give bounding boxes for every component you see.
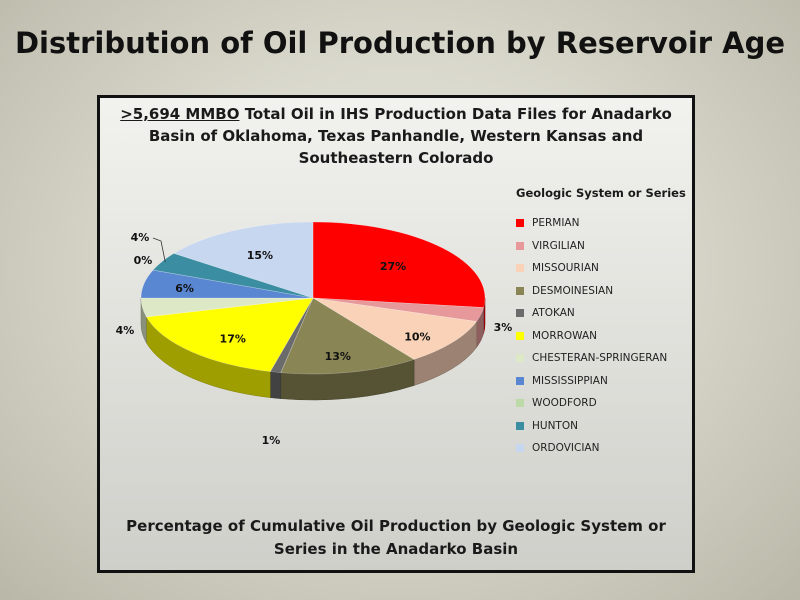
leader-line-hunton [152,237,166,263]
pie-slice-virgilian [312,297,485,322]
legend-label: MISSISSIPPIAN [532,374,608,387]
data-label-hunton: 4% [131,231,150,244]
chart-footer: Percentage of Cumulative Oil Production … [126,517,666,558]
legend-swatch [516,444,524,453]
legend-label: HUNTON [532,419,578,432]
legend-item-hunton: HUNTON [516,415,667,438]
legend-title: Geologic System or Series [516,186,686,200]
legend-swatch [516,399,524,408]
legend-item-mississippian: MISSISSIPPIAN [516,370,667,393]
legend-label: CHESTERAN-SPRINGERAN [532,352,668,365]
slide-title: Distribution of Oil Production by Reserv… [14,26,786,60]
legend: PERMIAN VIRGILIAN MISSOURIAN DESMOINESIAN AT… [516,212,667,460]
legend-swatch [516,219,524,228]
data-label-virgilian: 3% [494,321,513,334]
legend-label: PERMIAN [532,217,580,230]
legend-item-chesteran-springeran: CHESTERAN-SPRINGERAN [516,347,667,370]
legend-swatch [516,241,524,250]
legend-label: ORDOVICIAN [532,442,600,455]
data-label-mississippian: 6% [175,282,194,295]
pie-slice-desmoinesian [280,297,415,375]
pie-slice-permian [312,221,486,308]
legend-label: VIRGILIAN [532,239,585,252]
pie-slice-missourian [312,297,478,360]
legend-swatch [516,354,524,363]
legend-swatch [516,331,524,340]
legend-item-desmoinesian: DESMOINESIAN [516,280,667,303]
legend-label: MISSOURIAN [532,262,599,275]
legend-item-virgilian: VIRGILIAN [516,235,667,258]
chart-title-highlight: >5,694 MMBO [120,105,240,123]
legend-swatch [516,264,524,273]
legend-swatch [516,286,524,295]
legend-swatch [516,309,524,318]
pie-slice-atokan [269,297,314,373]
legend-item-woodford: WOODFORD [516,392,667,415]
chart-title-text: Total Oil in IHS Production Data Files f… [148,105,672,167]
pie-slice-ordovician [173,221,314,299]
data-label-atokan: 1% [262,434,281,447]
legend-item-missourian: MISSOURIAN [516,257,667,280]
data-label-morrowan: 17% [220,332,246,345]
legend-swatch [516,376,524,385]
pie-slice-morrowan [145,297,314,372]
pie-slice-chesteran-springeran [140,297,314,318]
data-label-chesteran-springeran: 4% [116,324,135,337]
legend-label: DESMOINESIAN [532,284,614,297]
legend-label: ATOKAN [532,307,575,320]
data-label-permian: 27% [380,260,406,273]
legend-item-permian: PERMIAN [516,212,667,235]
pie-side-atokan [269,371,282,399]
legend-item-atokan: ATOKAN [516,302,667,325]
data-label-woodford: 0% [134,254,153,267]
legend-swatch [516,421,524,430]
pie-slice-mississippian [140,269,314,299]
pie-slice-hunton [152,253,314,299]
legend-label: MORROWAN [532,329,598,342]
data-label-missourian: 10% [404,331,430,344]
data-label-desmoinesian: 13% [325,350,351,363]
legend-label: WOODFORD [532,397,597,410]
legend-item-morrowan: MORROWAN [516,325,667,348]
data-label-ordovician: 15% [247,249,273,262]
legend-item-ordovician: ORDOVICIAN [516,437,667,460]
chart-title: >5,694 MMBO Total Oil in IHS Production … [102,103,690,169]
